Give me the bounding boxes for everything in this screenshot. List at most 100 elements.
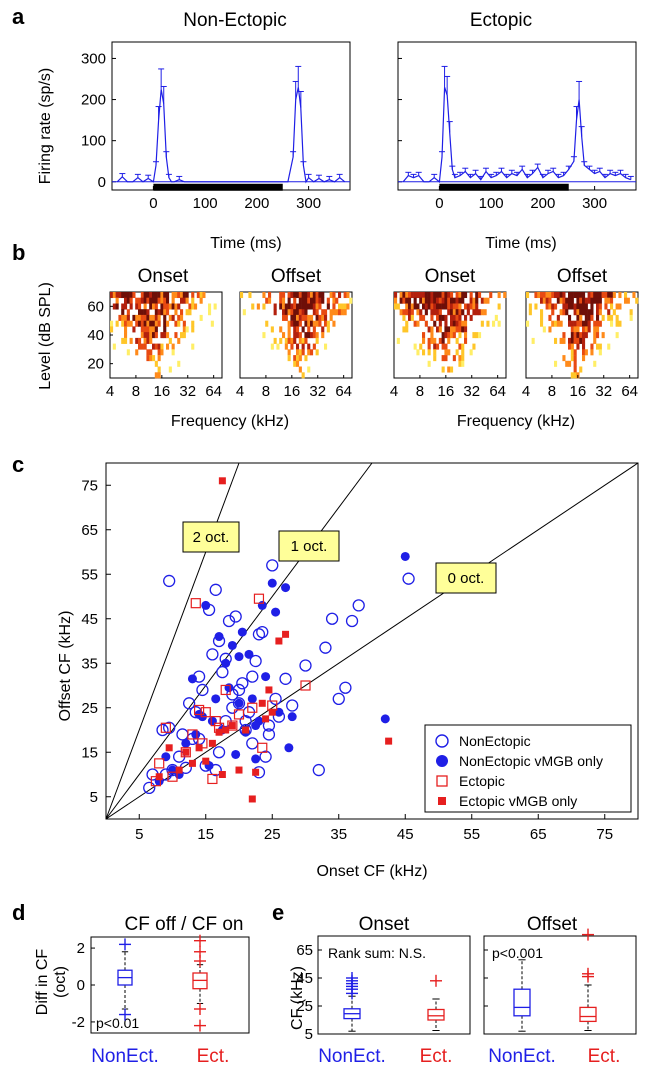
heatmap-cell	[548, 326, 552, 333]
heatmap-cell	[315, 320, 319, 327]
heatmap-cell	[573, 332, 577, 339]
heatmap-cell	[596, 320, 600, 327]
heatmap-cell	[149, 292, 153, 299]
heatmap-cell	[629, 314, 633, 321]
heatmap-cell	[163, 332, 167, 339]
heatmap-cell	[268, 297, 272, 304]
point-ectopic-vmgb	[208, 739, 216, 747]
heatmap-cell	[315, 303, 319, 310]
heatmap-cell	[312, 297, 316, 304]
heatmap-cell	[455, 297, 459, 304]
heatmap-cell	[579, 320, 583, 327]
heatmap-cell	[573, 292, 577, 299]
y-tick-label: 5	[305, 1026, 313, 1043]
heatmap-cell	[157, 343, 161, 350]
heatmap-cell	[604, 297, 608, 304]
heatmap-cell	[534, 303, 538, 310]
heatmap-cell	[455, 320, 459, 327]
heatmap-cell	[590, 343, 594, 350]
heatmap-cell	[570, 337, 574, 344]
heatmap-cell	[321, 332, 325, 339]
heatmap-cell	[433, 355, 437, 362]
x-tick-label: 5	[135, 826, 143, 843]
heatmap-cell	[296, 292, 300, 299]
heatmap-cell	[458, 292, 462, 299]
heatmap-cell	[537, 292, 541, 299]
heatmap-cell	[138, 297, 142, 304]
heatmap-cell	[593, 297, 597, 304]
point-nonectopic-vmgb	[161, 752, 171, 762]
x-tick-label: 8	[132, 383, 140, 400]
heatmap-cell	[601, 332, 605, 339]
heatmap-cell	[315, 332, 319, 339]
heatmap-cell	[610, 303, 614, 310]
heatmap-cell	[143, 343, 147, 350]
heatmap-cell	[180, 292, 184, 299]
heatmap-cell	[279, 303, 283, 310]
heatmap-cell	[402, 314, 406, 321]
heatmap-cell	[160, 303, 164, 310]
heatmap-cell	[321, 314, 325, 321]
heatmap-cell	[143, 303, 147, 310]
heatmap-cell	[427, 326, 431, 333]
heatmap-cell	[573, 349, 577, 356]
heatmap-cell	[321, 297, 325, 304]
heatmap-cell	[438, 314, 442, 321]
heatmap-cell	[171, 297, 175, 304]
heatmap-cell	[450, 320, 454, 327]
heatmap-cell	[293, 332, 297, 339]
heatmap-cell	[441, 332, 445, 339]
heatmap-cell	[436, 292, 440, 299]
heatmap-cell	[262, 332, 266, 339]
heatmap-cell	[562, 337, 566, 344]
heatmap-cell	[444, 303, 448, 310]
heatmap-cell	[185, 297, 189, 304]
point-nonectopic	[266, 559, 279, 572]
x-tick-label: 100	[479, 195, 504, 212]
heatmap-cell	[604, 292, 608, 299]
heatmap-cell	[154, 360, 158, 367]
point-nonectopic-vmgb	[271, 607, 281, 617]
heatmap-cell	[160, 349, 164, 356]
heatmap-cell	[455, 303, 459, 310]
heatmap-cell	[276, 343, 280, 350]
heatmap-cell	[296, 309, 300, 316]
panel-c-octave-labels: 2 oct. 1 oct. 0 oct.	[182, 521, 497, 594]
point-nonectopic	[209, 583, 222, 596]
heatmap-cell	[413, 343, 417, 350]
octave-line-1	[105, 462, 373, 820]
heatmap-cell	[559, 337, 563, 344]
heatmap-cell	[455, 349, 459, 356]
heatmap-cell	[478, 309, 482, 316]
heatmap-cell	[441, 292, 445, 299]
heatmap-cell	[296, 303, 300, 310]
heatmap-cell	[307, 343, 311, 350]
octave-label-0: 0 oct.	[435, 562, 497, 594]
point-nonectopic	[262, 728, 276, 741]
heatmap-cell	[301, 337, 305, 344]
point-nonectopic	[232, 697, 246, 710]
heatmap-cell	[149, 349, 153, 356]
point-ectopic-vmgb	[222, 726, 230, 734]
y-tick-label: 45	[81, 611, 98, 628]
panel-b-left-xlabel: Frequency (kHz)	[171, 413, 289, 430]
heatmap-cell	[324, 314, 328, 321]
heatmap-cell	[593, 360, 597, 367]
heatmap-cell	[293, 355, 297, 362]
point-nonectopic-vmgb	[234, 698, 244, 708]
heatmap-cell	[208, 309, 212, 316]
point-ectopic-vmgb	[215, 728, 223, 736]
heatmap-cell	[138, 343, 142, 350]
x-tick-label: 64	[621, 383, 638, 400]
point-nonectopic	[176, 728, 189, 741]
heatmap-cell	[287, 349, 291, 356]
point-nonectopic-vmgb	[237, 627, 247, 637]
point-nonectopic	[209, 763, 222, 777]
point-nonectopic-vmgb	[244, 649, 254, 659]
heatmap-cell	[185, 326, 189, 333]
point-ectopic-vmgb	[262, 715, 270, 723]
heatmap-cell	[166, 297, 170, 304]
heatmap-cell	[410, 292, 414, 299]
heatmap-cell	[480, 309, 484, 316]
